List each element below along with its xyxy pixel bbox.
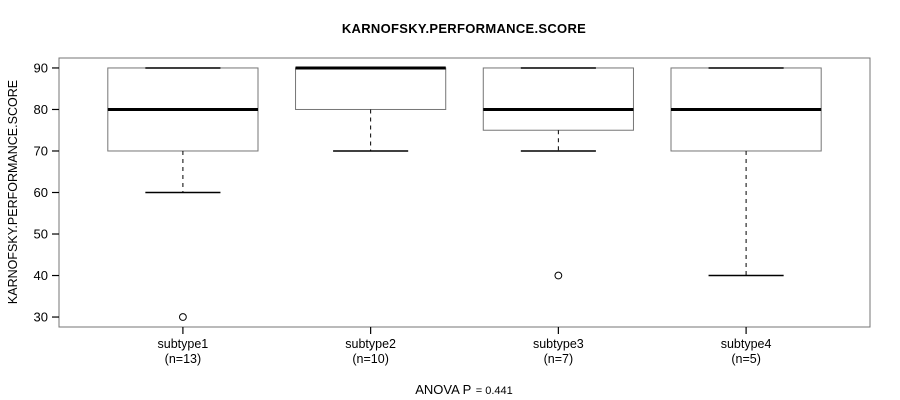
x-group-label-subtype1: subtype1 xyxy=(158,337,209,351)
y-tick-label: 80 xyxy=(34,102,48,117)
box-subtype2 xyxy=(295,67,447,110)
anova-value: = 0.441 xyxy=(475,385,513,397)
outlier-point-subtype3 xyxy=(554,271,563,280)
y-tick-label: 30 xyxy=(34,310,48,325)
chart-title: KARNOFSKY.PERFORMANCE.SCORE xyxy=(341,21,587,36)
x-group-n-subtype2: (n=10) xyxy=(352,352,388,366)
anova-label: ANOVA P xyxy=(415,382,472,397)
x-group-n-subtype3: (n=7) xyxy=(544,352,574,366)
y-tick-label: 60 xyxy=(34,185,48,200)
y-tick-label: 50 xyxy=(34,227,48,242)
x-group-label-subtype2: subtype2 xyxy=(345,337,396,351)
outlier-point-subtype1 xyxy=(179,313,187,321)
x-group-label-subtype4: subtype4 xyxy=(721,337,772,351)
y-tick-label: 40 xyxy=(34,268,48,283)
anova-annotation: ANOVA P = 0.441 xyxy=(28,381,900,399)
x-group-n-subtype1: (n=13) xyxy=(165,352,201,366)
y-tick-label: 90 xyxy=(34,60,48,75)
box-subtype3 xyxy=(482,67,634,131)
x-group-label-subtype3: subtype3 xyxy=(533,337,584,351)
x-group-n-subtype4: (n=5) xyxy=(731,352,761,366)
y-tick-label: 70 xyxy=(34,143,48,158)
